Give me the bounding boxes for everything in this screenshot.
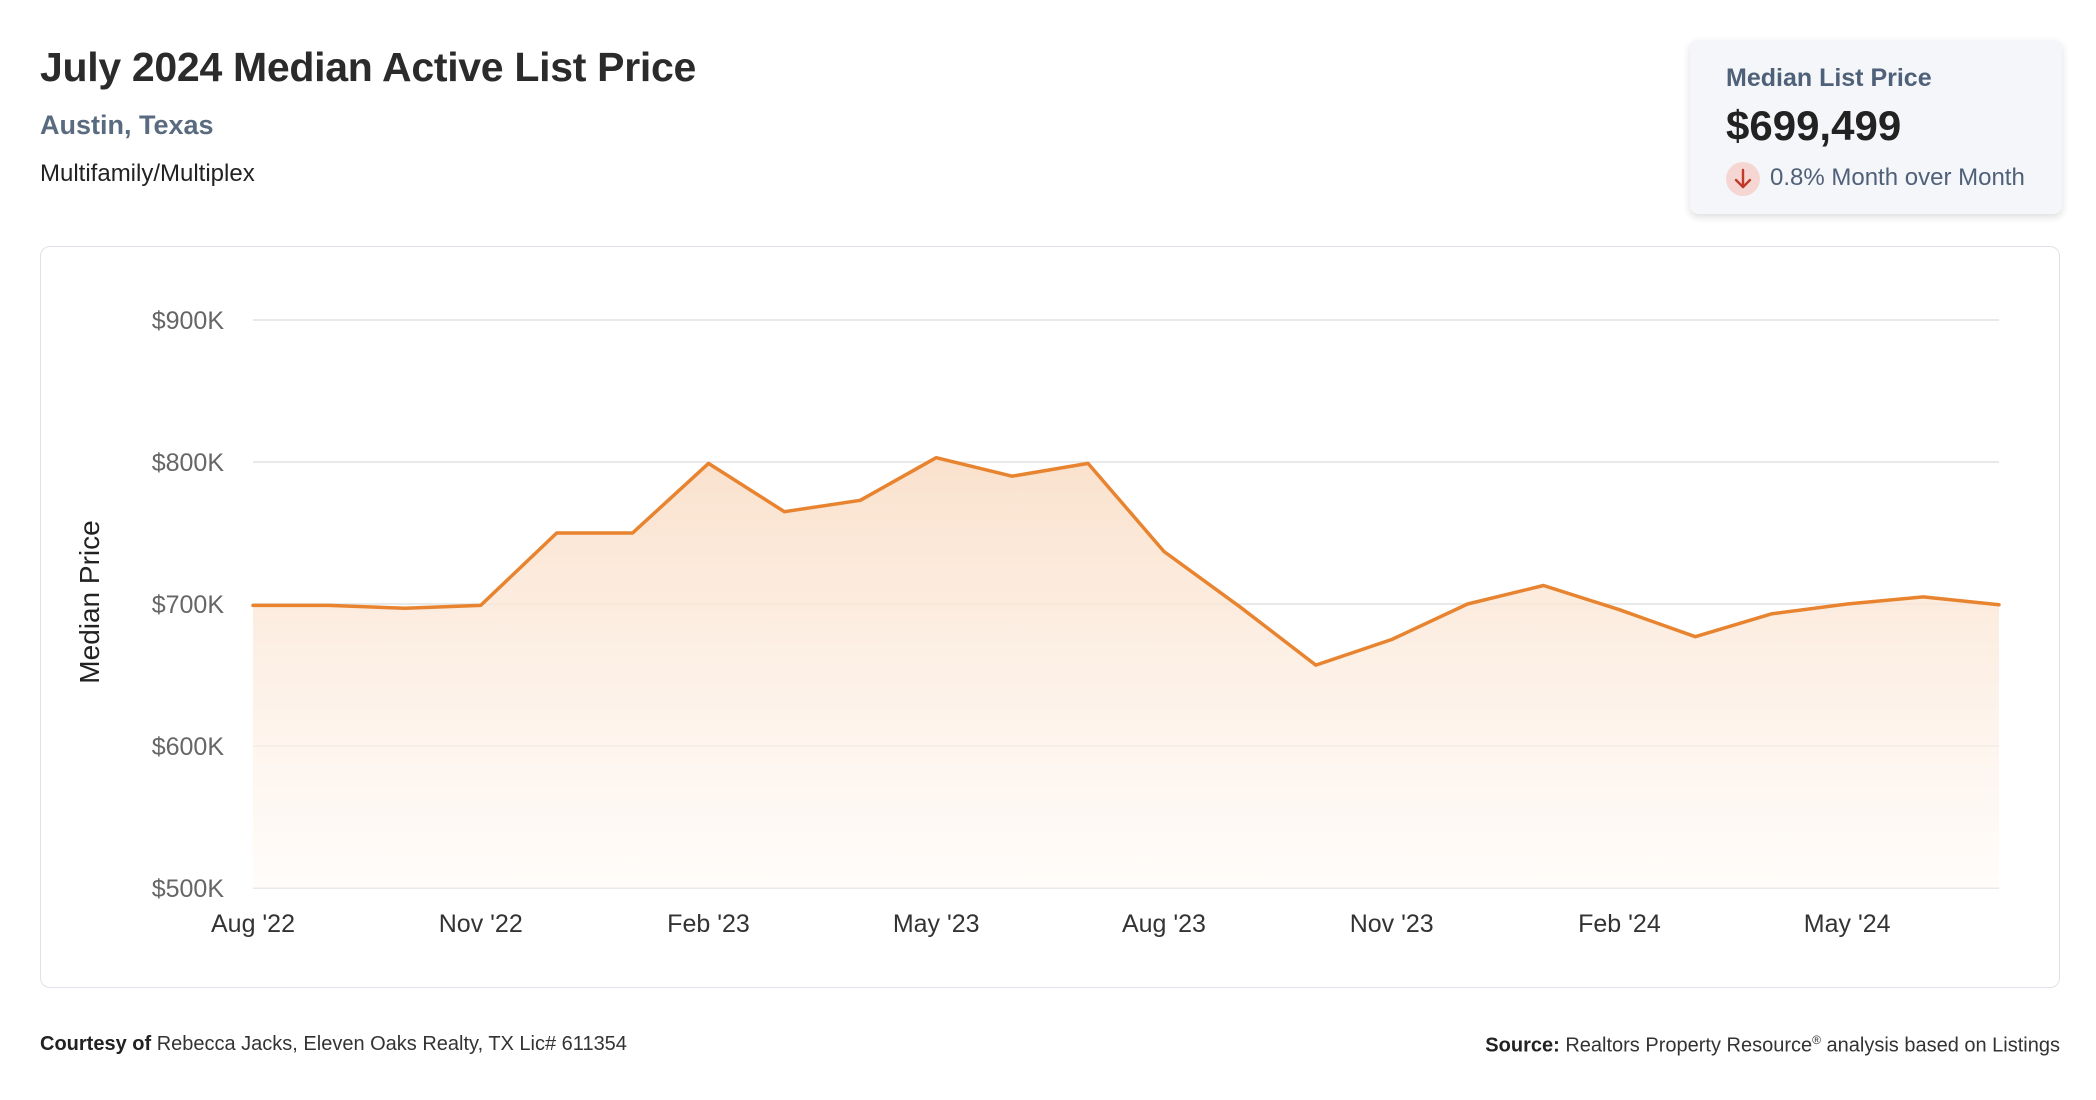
arrow-down-icon	[1726, 162, 1760, 196]
y-tick-label: $800K	[152, 449, 225, 477]
x-tick-label: Nov '22	[439, 910, 523, 938]
source-label: Source:	[1485, 1034, 1560, 1057]
price-line	[251, 455, 2001, 667]
x-tick-label: Aug '22	[211, 910, 295, 938]
property-type-label: Multifamily/Multiplex	[40, 160, 255, 187]
median-list-price-card: Median List Price $699,499 0.8% Month ov…	[1690, 40, 2062, 214]
y-tick-label: $900K	[152, 307, 225, 335]
y-axis-label: Median Price	[74, 520, 105, 683]
stat-value: $699,499	[1726, 102, 1902, 149]
change-text: 0.8% Month over Month	[1770, 164, 2025, 191]
y-axis-ticks: $500K $600K $700K $800K $900K	[152, 307, 225, 903]
x-axis-ticks: Aug '22 Nov '22 Feb '23 May '23 Aug '23 Nov '…	[211, 910, 1891, 938]
stat-label: Median List Price	[1726, 64, 1932, 92]
chart-container: $500K $600K $700K $800K $900K Aug '22 Nov '22…	[40, 246, 2060, 988]
x-tick-label: May '23	[893, 910, 980, 938]
courtesy-label: Courtesy of	[40, 1033, 152, 1055]
courtesy-footer: Courtesy of Rebecca Jacks, Eleven Oaks R…	[40, 1033, 627, 1056]
y-tick-label: $600K	[152, 733, 225, 761]
price-area	[253, 457, 1999, 888]
registered-mark: ®	[1812, 1033, 1821, 1047]
page-title: July 2024 Median Active List Price	[40, 44, 696, 90]
x-tick-label: Feb '24	[1578, 910, 1661, 938]
x-tick-label: Aug '23	[1122, 910, 1206, 938]
courtesy-text: Rebecca Jacks, Eleven Oaks Realty, TX Li…	[156, 1033, 627, 1055]
x-tick-label: May '24	[1804, 910, 1891, 938]
x-tick-label: Feb '23	[667, 910, 750, 938]
y-tick-label: $700K	[152, 591, 225, 619]
location-label: Austin, Texas	[40, 110, 214, 140]
y-tick-label: $500K	[152, 875, 225, 903]
source-suffix: analysis based on Listings	[1820, 1034, 2061, 1057]
price-chart: $500K $600K $700K $800K $900K Aug '22 Nov '22…	[74, 307, 2001, 938]
x-tick-label: Nov '23	[1350, 910, 1434, 938]
source-text: Realtors Property Resource	[1565, 1034, 1813, 1057]
source-footer: Source: Realtors Property Resource® anal…	[1485, 1033, 2060, 1058]
